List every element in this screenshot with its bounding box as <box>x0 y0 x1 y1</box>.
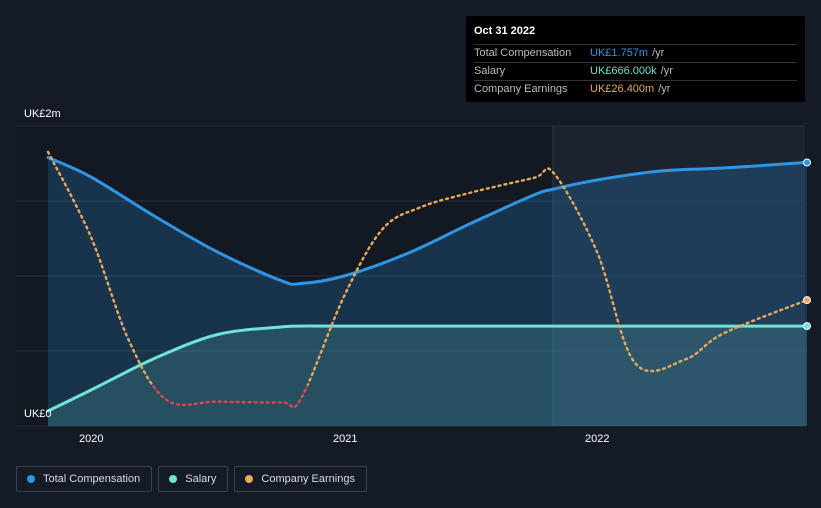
series-markers <box>802 158 811 331</box>
tooltip-row-salary: Salary UK£666.000k /yr <box>474 62 797 80</box>
tooltip-date: Oct 31 2022 <box>474 25 536 37</box>
tooltip-row-total: Total Compensation UK£1.757m /yr <box>474 44 797 62</box>
legend-label: Total Compensation <box>43 473 141 485</box>
tooltip-label: Salary <box>474 65 506 77</box>
tooltip-value: UK£666.000k <box>590 65 657 77</box>
series-lines <box>46 150 809 413</box>
legend: Total Compensation Salary Company Earnin… <box>16 466 367 492</box>
tooltip-unit: /yr <box>660 65 673 77</box>
tooltip-label: Company Earnings <box>474 83 568 95</box>
series-end-marker <box>802 158 811 167</box>
legend-dot-icon <box>27 475 35 483</box>
tooltip-unit: /yr <box>652 47 665 59</box>
series-line <box>46 156 809 286</box>
legend-dot-icon <box>245 475 254 483</box>
tooltip-value: UK£26.400m <box>590 83 655 95</box>
y-tick-label-min: UK£0 <box>24 408 52 420</box>
x-tick-label-2022: 2022 <box>585 433 610 445</box>
legend-item-company-earnings[interactable]: Company Earnings <box>234 466 367 492</box>
series-end-marker <box>802 322 811 331</box>
series-area <box>47 157 808 426</box>
tooltip-label: Total Compensation <box>474 47 572 59</box>
legend-item-salary[interactable]: Salary <box>158 466 229 492</box>
tooltip-value: UK£1.757m <box>590 47 649 59</box>
legend-item-total-compensation[interactable]: Total Compensation <box>16 466 153 492</box>
series-line <box>46 324 809 413</box>
earnings-end-marker <box>802 296 811 305</box>
x-tick-label-2020: 2020 <box>79 433 104 445</box>
tooltip-unit: /yr <box>658 83 671 95</box>
y-tick-label-max: UK£2m <box>24 108 61 120</box>
tooltip: Oct 31 2022 Total Compensation UK£1.757m… <box>466 16 805 102</box>
earnings-line <box>46 150 809 386</box>
legend-dot-icon <box>169 475 178 483</box>
legend-label: Company Earnings <box>261 473 355 485</box>
gridlines <box>16 125 805 427</box>
x-tick-label-2021: 2021 <box>333 433 358 445</box>
tooltip-row-earnings: Company Earnings UK£26.400m /yr <box>474 80 797 98</box>
legend-label: Salary <box>185 473 217 485</box>
